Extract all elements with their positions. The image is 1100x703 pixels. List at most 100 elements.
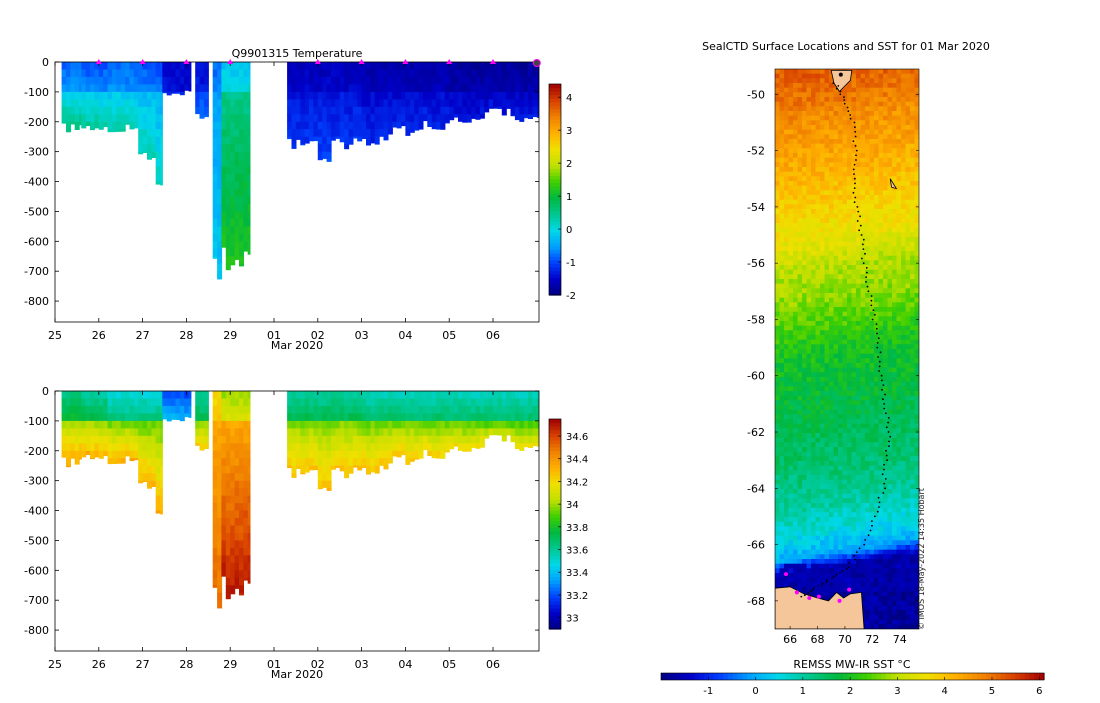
sst-cell (820, 190, 825, 195)
heatmap-cell (309, 99, 314, 107)
heatmap-cell (349, 406, 354, 414)
heatmap-cell (235, 249, 240, 257)
sst-cell (820, 307, 825, 312)
heatmap-cell (384, 421, 389, 429)
sst-cell (879, 330, 884, 335)
sst-cell (870, 158, 875, 163)
heatmap-cell (217, 114, 222, 122)
sst-cell (811, 200, 816, 205)
sst-cell (906, 125, 911, 130)
sst-cell (852, 74, 857, 79)
heatmap-cell (375, 443, 380, 451)
sst-cell (834, 102, 839, 107)
heatmap-cell (432, 413, 437, 421)
sst-cell (879, 228, 884, 233)
heatmap-cell (213, 443, 218, 451)
sst-cell (793, 97, 798, 102)
heatmap-cell (414, 413, 419, 421)
heatmap-cell (432, 406, 437, 414)
heatmap-cell (160, 466, 163, 474)
sst-cell (874, 144, 879, 149)
sst-cell (861, 302, 866, 307)
sst-cell (865, 97, 870, 102)
heatmap-cell (440, 451, 445, 459)
heatmap-cell (162, 92, 167, 93)
sst-cell (789, 69, 794, 74)
heatmap-cell (160, 436, 163, 444)
sst-cell (820, 419, 825, 424)
sst-cell (843, 410, 848, 415)
sst-cell (789, 372, 794, 377)
sst-cell (865, 246, 870, 251)
heatmap-cell (138, 137, 143, 145)
heatmap-cell (90, 391, 95, 399)
heatmap-cell (248, 70, 251, 78)
sst-cell (861, 354, 866, 359)
heatmap-cell (432, 62, 437, 70)
heatmap-cell (287, 99, 292, 107)
colorbar-segment (549, 221, 561, 225)
heatmap-cell (156, 70, 161, 78)
heatmap-cell (419, 62, 424, 70)
heatmap-cell (340, 451, 345, 459)
heatmap-cell (362, 107, 367, 115)
sst-cell (879, 69, 884, 74)
sst-cell (901, 293, 906, 298)
sst-cell (861, 153, 866, 158)
heatmap-cell (484, 107, 489, 113)
heatmap-cell (436, 443, 441, 451)
sst-cell (784, 246, 789, 251)
sst-cell (870, 176, 875, 181)
sst-cell (888, 134, 893, 139)
sst-cell (910, 218, 915, 223)
sst-cell (820, 195, 825, 200)
heatmap-cell (243, 137, 248, 145)
heatmap-cell (476, 84, 481, 92)
heatmap-cell (180, 84, 185, 92)
sst-cell (807, 372, 812, 377)
heatmap-cell (143, 451, 148, 459)
sst-cell (847, 368, 852, 373)
heatmap-cell (454, 84, 459, 92)
sst-cell (897, 307, 902, 312)
sst-cell (897, 265, 902, 270)
sst-cell (865, 307, 870, 312)
sst-cell (910, 246, 915, 251)
heatmap-cell (195, 62, 200, 70)
heatmap-cell (318, 129, 323, 137)
sst-cell (811, 176, 816, 181)
sst-cell (798, 242, 803, 247)
sst-cell (780, 74, 785, 79)
sst-cell (811, 162, 816, 167)
heatmap-cell (322, 481, 327, 488)
sst-cell (843, 298, 848, 303)
heatmap-cell (401, 443, 406, 451)
heatmap-cell (171, 406, 176, 414)
sst-cell (888, 316, 893, 321)
heatmap-cell (375, 77, 380, 85)
sst-cell (901, 195, 906, 200)
sst-cell (816, 209, 821, 214)
heatmap-cell (458, 107, 463, 115)
heatmap-cell (309, 399, 314, 407)
heatmap-cell (436, 406, 441, 414)
sst-cell (888, 284, 893, 289)
sst-cell (897, 419, 902, 424)
colorbar-segment (549, 200, 561, 204)
heatmap-cell (366, 421, 371, 429)
heatmap-cell (213, 526, 218, 534)
heatmap-cell (515, 99, 520, 107)
sst-cell (807, 242, 812, 247)
sst-cell (780, 274, 785, 279)
sst-cell (811, 279, 816, 284)
sst-cell (856, 391, 861, 396)
heatmap-cell (423, 84, 428, 92)
heatmap-cell (226, 204, 231, 212)
heatmap-cell (427, 84, 432, 92)
heatmap-cell (230, 107, 235, 115)
sst-cell (901, 102, 906, 107)
sst-cell (825, 223, 830, 228)
sst-cell (816, 88, 821, 93)
sst-cell (883, 120, 888, 125)
sst-cell (910, 158, 915, 163)
